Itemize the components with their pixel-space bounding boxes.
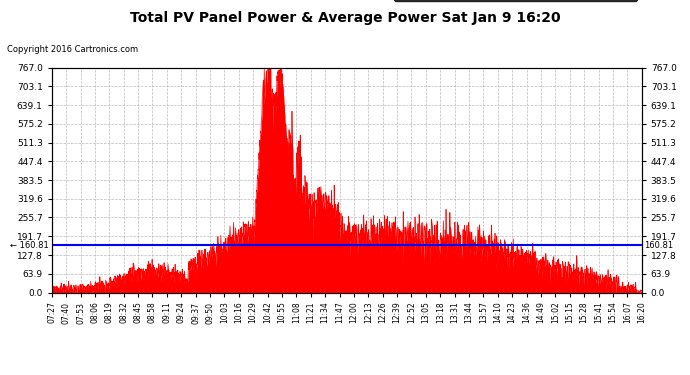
Legend: Average (DC Watts), PV Panels (DC Watts): Average (DC Watts), PV Panels (DC Watts): [394, 0, 637, 1]
Text: Copyright 2016 Cartronics.com: Copyright 2016 Cartronics.com: [7, 45, 138, 54]
Text: Total PV Panel Power & Average Power Sat Jan 9 16:20: Total PV Panel Power & Average Power Sat…: [130, 11, 560, 25]
Text: ← 160.81: ← 160.81: [10, 241, 49, 250]
Text: 160.81: 160.81: [644, 241, 673, 250]
